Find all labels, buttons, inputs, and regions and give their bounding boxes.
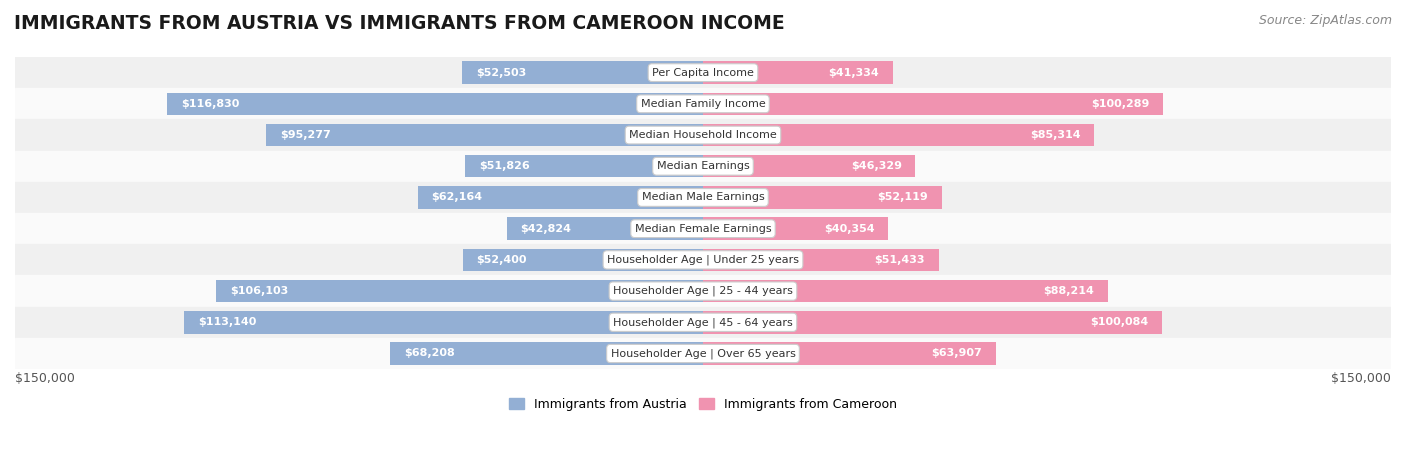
Bar [703,61,893,84]
Text: Median Earnings: Median Earnings [657,161,749,171]
Bar [506,218,703,240]
Bar [465,155,703,177]
Bar [418,186,703,209]
Text: Householder Age | Over 65 years: Householder Age | Over 65 years [610,348,796,359]
Bar [703,155,915,177]
Text: $95,277: $95,277 [280,130,330,140]
Bar [703,92,1163,115]
Text: $51,433: $51,433 [875,255,925,265]
Bar [15,57,1391,88]
Text: $52,400: $52,400 [477,255,527,265]
Text: $116,830: $116,830 [181,99,239,109]
Bar [463,248,703,271]
Text: $40,354: $40,354 [824,224,875,234]
Bar [703,311,1161,333]
Bar [15,151,1391,182]
Text: $46,329: $46,329 [851,161,901,171]
Bar [15,213,1391,244]
Bar [703,248,939,271]
Bar [15,120,1391,151]
Text: $42,824: $42,824 [520,224,571,234]
Text: $51,826: $51,826 [479,161,530,171]
Bar [15,338,1391,369]
Text: $150,000: $150,000 [1331,372,1391,385]
Bar [463,61,703,84]
Bar [15,244,1391,276]
Legend: Immigrants from Austria, Immigrants from Cameroon: Immigrants from Austria, Immigrants from… [503,393,903,416]
Text: $150,000: $150,000 [15,372,75,385]
Text: Householder Age | Under 25 years: Householder Age | Under 25 years [607,255,799,265]
Text: $106,103: $106,103 [231,286,288,296]
Text: Per Capita Income: Per Capita Income [652,68,754,78]
Bar [184,311,703,333]
Bar [703,342,995,365]
Text: Source: ZipAtlas.com: Source: ZipAtlas.com [1258,14,1392,27]
Text: IMMIGRANTS FROM AUSTRIA VS IMMIGRANTS FROM CAMEROON INCOME: IMMIGRANTS FROM AUSTRIA VS IMMIGRANTS FR… [14,14,785,33]
Bar [15,88,1391,120]
Bar [15,182,1391,213]
Text: $100,084: $100,084 [1090,317,1149,327]
Bar [217,280,703,302]
Bar [703,280,1108,302]
Bar [15,276,1391,307]
Text: Householder Age | 45 - 64 years: Householder Age | 45 - 64 years [613,317,793,327]
Bar [703,124,1094,146]
Text: $85,314: $85,314 [1031,130,1081,140]
Bar [703,218,889,240]
Bar [266,124,703,146]
Text: $52,119: $52,119 [877,192,928,203]
Text: Median Household Income: Median Household Income [628,130,778,140]
Text: $88,214: $88,214 [1043,286,1094,296]
Bar [389,342,703,365]
Text: $52,503: $52,503 [477,68,526,78]
Bar [167,92,703,115]
Bar [703,186,942,209]
Text: $100,289: $100,289 [1091,99,1149,109]
Text: Median Family Income: Median Family Income [641,99,765,109]
Text: Median Male Earnings: Median Male Earnings [641,192,765,203]
Text: $113,140: $113,140 [198,317,256,327]
Bar [15,307,1391,338]
Text: Median Female Earnings: Median Female Earnings [634,224,772,234]
Text: $62,164: $62,164 [432,192,482,203]
Text: $41,334: $41,334 [828,68,879,78]
Text: $63,907: $63,907 [932,348,983,359]
Text: $68,208: $68,208 [404,348,454,359]
Text: Householder Age | 25 - 44 years: Householder Age | 25 - 44 years [613,286,793,297]
